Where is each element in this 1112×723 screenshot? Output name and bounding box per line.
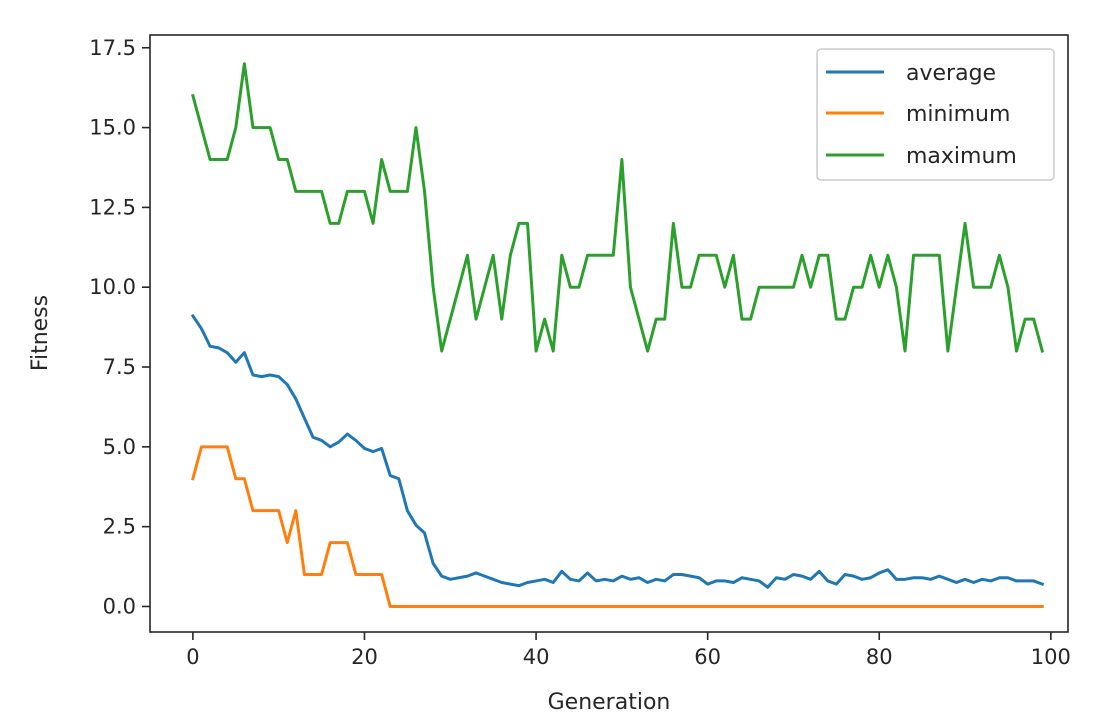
series-line-minimum [191, 445, 1044, 608]
x-tick-label: 40 [523, 645, 550, 669]
y-tick-label: 7.5 [103, 355, 136, 379]
plot-area-frame [149, 34, 1069, 633]
y-tick-label: 0.0 [103, 594, 136, 618]
series-lines [190, 62, 1045, 608]
y-axis: 0.0 2.5 5.0 7.5 10.0 12.5 15.0 17.5 [89, 36, 150, 618]
series-line-maximum [191, 62, 1045, 353]
y-tick-label: 10.0 [89, 275, 136, 299]
legend-box [816, 48, 1055, 181]
legend: average minimum maximum [816, 48, 1055, 181]
y-tick-label: 12.5 [89, 195, 136, 219]
y-tick-label: 17.5 [89, 36, 136, 60]
x-tick-label: 60 [694, 645, 721, 669]
y-tick-label: 5.0 [103, 435, 136, 459]
legend-label-average: average [906, 61, 996, 86]
x-axis-label: Generation [548, 690, 671, 715]
series-line-average [190, 313, 1045, 589]
legend-label-minimum: minimum [906, 102, 1010, 127]
x-tick-label: 100 [1031, 645, 1071, 669]
legend-label-maximum: maximum [906, 144, 1017, 169]
x-axis: 0 20 40 60 80 100 [186, 632, 1071, 669]
x-tick-label: 0 [186, 645, 199, 669]
y-tick-label: 2.5 [103, 515, 136, 539]
y-axis-label: Fitness [28, 295, 53, 371]
x-tick-label: 20 [351, 645, 378, 669]
x-tick-label: 80 [866, 645, 893, 669]
y-tick-label: 15.0 [89, 116, 136, 140]
